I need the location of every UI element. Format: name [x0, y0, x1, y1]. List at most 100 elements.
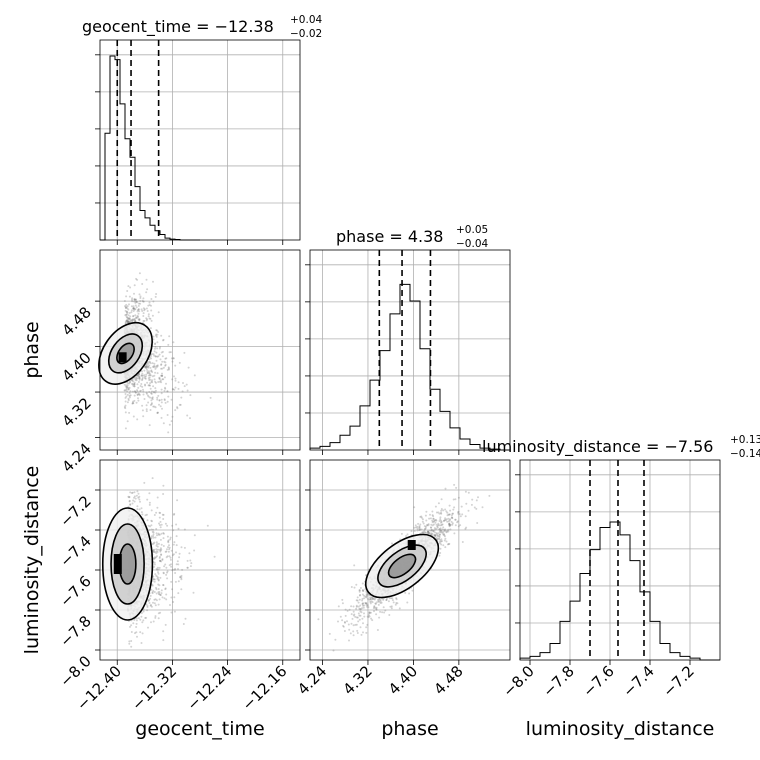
- scatter-point: [148, 529, 151, 531]
- scatter-point: [176, 499, 179, 502]
- scatter-point: [361, 597, 364, 600]
- scatter-point: [147, 626, 149, 629]
- ytick-label-luminosity_distance-2: −7.6: [56, 572, 94, 610]
- scatter-point: [127, 495, 130, 498]
- scatter-point: [143, 308, 146, 311]
- scatter-point: [443, 534, 446, 537]
- scatter-point: [160, 388, 163, 391]
- contour-phase-geocent-2: [116, 342, 135, 365]
- scatter-point: [365, 602, 368, 605]
- scatter-point: [416, 525, 419, 528]
- scatter-point: [150, 536, 153, 539]
- scatter-point: [445, 531, 448, 534]
- scatter-point: [349, 632, 352, 635]
- scatter-point: [135, 300, 138, 303]
- scatter-point: [145, 278, 148, 281]
- scatter-point: [153, 561, 156, 564]
- scatter-point: [132, 318, 134, 321]
- scatter-point: [358, 589, 361, 592]
- scatter-point: [144, 514, 147, 517]
- scatter-point: [144, 365, 147, 368]
- scatter-point: [131, 382, 133, 385]
- scatter-point: [149, 362, 152, 365]
- scatter-point: [209, 396, 212, 399]
- scatter-point: [368, 612, 371, 615]
- scatter-point: [162, 545, 165, 547]
- scatter-point: [443, 518, 446, 521]
- scatter-point: [123, 383, 126, 386]
- scatter-point: [170, 596, 173, 599]
- frame-luminosity_distance-luminosity_distance: [519, 459, 721, 661]
- scatter-point: [169, 351, 172, 354]
- scatter-point: [362, 602, 365, 605]
- scatter-point: [157, 603, 160, 606]
- scatter-point: [363, 597, 366, 600]
- scatter-point: [366, 604, 369, 607]
- scatter-point: [170, 565, 173, 568]
- scatter-point: [379, 599, 382, 601]
- scatter-point: [133, 383, 136, 386]
- scatter-point: [385, 599, 388, 601]
- scatter-point: [432, 529, 435, 532]
- scatter-point: [432, 530, 435, 533]
- scatter-point: [353, 586, 356, 589]
- scatter-point: [423, 525, 426, 528]
- scatter-point: [364, 574, 367, 577]
- scatter-point: [358, 594, 361, 597]
- scatter-point: [451, 523, 454, 526]
- scatter-point: [152, 578, 155, 581]
- scatter-point: [155, 532, 158, 535]
- scatter-point: [154, 406, 157, 409]
- scatter-point: [440, 508, 443, 510]
- scatter-point: [146, 381, 149, 384]
- scatter-point: [147, 395, 150, 398]
- scatter-point: [190, 562, 193, 565]
- scatter-point: [148, 364, 151, 367]
- scatter-point: [130, 309, 133, 312]
- scatter-point: [431, 510, 434, 513]
- scatter-point: [135, 277, 138, 280]
- scatter-point: [159, 560, 162, 562]
- scatter-point: [133, 390, 136, 393]
- scatter-point: [346, 620, 348, 623]
- scatter-point: [174, 572, 177, 574]
- xlabel-luminosity-distance: luminosity_distance: [526, 718, 715, 740]
- scatter-point: [358, 589, 361, 592]
- xtick-label-luminosity_distance-0: −8.0: [499, 662, 537, 700]
- scatter-point: [379, 602, 382, 604]
- scatter-point: [165, 556, 168, 559]
- scatter-point: [355, 623, 358, 626]
- scatter-point: [127, 320, 130, 323]
- scatter-point: [357, 605, 360, 608]
- scatter-point: [366, 597, 369, 600]
- scatter-point: [126, 290, 129, 292]
- scatter-point: [426, 524, 429, 526]
- scatter-point: [164, 623, 167, 626]
- scatter-point: [356, 596, 359, 599]
- scatter-point: [123, 406, 126, 408]
- scatter-point: [158, 548, 161, 551]
- scatter-point: [162, 366, 165, 369]
- scatter-point: [350, 605, 353, 608]
- scatter-point: [153, 364, 156, 367]
- scatter-point: [131, 318, 134, 321]
- scatter-point: [155, 552, 158, 555]
- scatter-point: [156, 577, 159, 580]
- scatter-point: [440, 520, 443, 523]
- scatter-point: [142, 307, 145, 310]
- scatter-point: [167, 539, 170, 542]
- scatter-point: [143, 309, 146, 312]
- scatter-point: [137, 308, 140, 311]
- scatter-point: [157, 591, 160, 594]
- scatter-point: [127, 308, 130, 311]
- scatter-point: [352, 634, 355, 637]
- scatter-point: [435, 511, 438, 514]
- scatter-point: [434, 518, 437, 521]
- scatter-point: [189, 394, 192, 397]
- scatter-point: [419, 515, 422, 518]
- density-peak-lum-geocent: [113, 554, 122, 574]
- scatter-point: [124, 321, 127, 324]
- scatter-point: [367, 616, 370, 619]
- scatter-point: [453, 506, 456, 509]
- scatter-point: [137, 302, 140, 305]
